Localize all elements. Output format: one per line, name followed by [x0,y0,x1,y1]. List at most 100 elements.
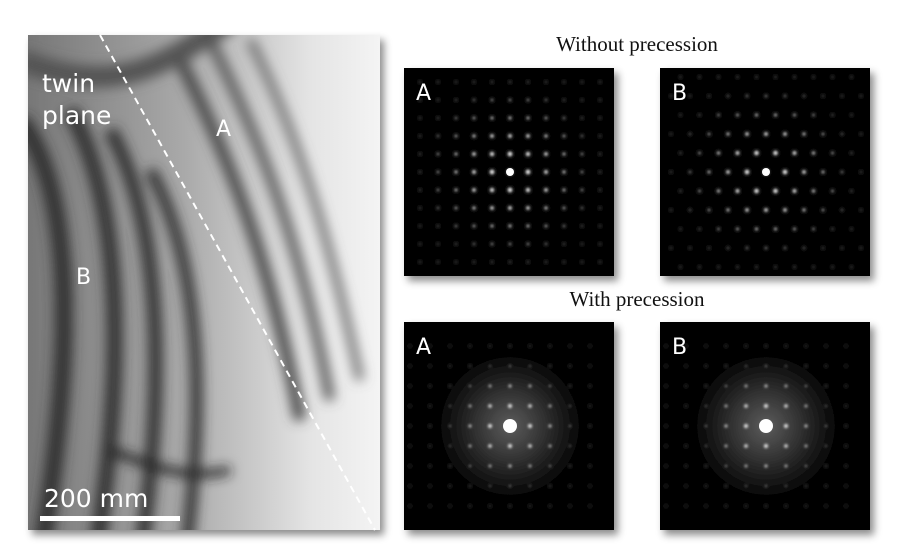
diffraction-pattern: A [404,68,614,276]
spot [680,114,682,116]
spot [825,365,827,367]
spot [581,135,583,137]
spot [841,209,843,211]
spot [845,345,847,347]
spot [455,81,457,83]
spot [831,228,833,230]
spot [437,117,439,119]
spot [689,95,691,97]
spot [549,505,551,507]
spot [429,425,431,427]
spot [705,365,707,367]
spot [419,225,421,227]
spot [409,425,411,427]
spot [472,134,476,138]
spot [455,117,458,120]
spot [544,116,547,119]
spot [449,505,451,507]
grain-label: A [216,117,231,142]
spot [737,76,739,78]
spot [508,152,513,157]
spot [802,132,805,135]
spot [705,505,707,507]
spot [473,243,475,245]
spot [545,261,547,263]
spot [685,405,687,407]
spot [783,170,788,175]
spot [755,113,758,116]
spot [756,266,758,268]
spot [679,190,681,192]
spot [599,225,601,227]
spot [437,153,440,156]
spot [794,76,796,78]
spot [581,81,583,83]
spot [509,345,511,347]
spot [589,425,591,427]
spot [689,247,691,249]
spot [455,225,458,228]
spot [419,171,421,173]
spot [508,134,512,138]
spot [845,445,847,447]
spot [569,365,571,367]
spot [698,190,701,193]
spot [491,261,493,263]
spot [708,133,711,136]
spot [489,505,491,507]
spot [489,345,491,347]
spot [735,189,739,193]
spot [549,345,551,347]
spot [599,189,601,191]
spot [793,227,796,230]
spot [726,132,729,135]
spot [802,208,805,211]
spot [527,81,529,83]
spot [545,243,547,245]
spot [685,445,687,447]
pattern-label: B [672,81,687,106]
spot [689,171,692,174]
spot [707,170,710,173]
spot [469,365,471,367]
spot [549,485,551,487]
spot [449,485,451,487]
central-spot [762,168,770,176]
spot [563,117,566,120]
spot [680,266,682,268]
pattern-label: A [416,81,431,106]
spot [805,365,807,367]
spot [419,117,421,119]
spot [449,385,451,387]
spot [599,135,601,137]
spot [841,95,843,97]
spot [845,505,847,507]
spot [473,99,475,101]
spot [454,170,457,173]
spot [544,134,548,138]
spot [437,207,439,209]
spot [581,189,584,192]
spot [472,206,476,210]
spot [562,134,565,137]
spot [725,345,727,347]
spot [508,188,513,193]
spot [581,243,583,245]
spot [831,152,834,155]
spot [784,247,786,249]
spot [409,405,411,407]
spot [589,345,591,347]
spot [708,247,710,249]
spot [774,227,777,230]
spot [455,261,457,263]
spot [754,151,759,156]
spot [665,505,667,507]
spot [437,135,439,137]
spot [527,261,529,263]
spot [845,425,847,427]
spot [409,365,411,367]
spot [705,465,707,467]
grain-label: B [76,265,91,290]
spot [589,365,591,367]
spot [472,116,475,119]
